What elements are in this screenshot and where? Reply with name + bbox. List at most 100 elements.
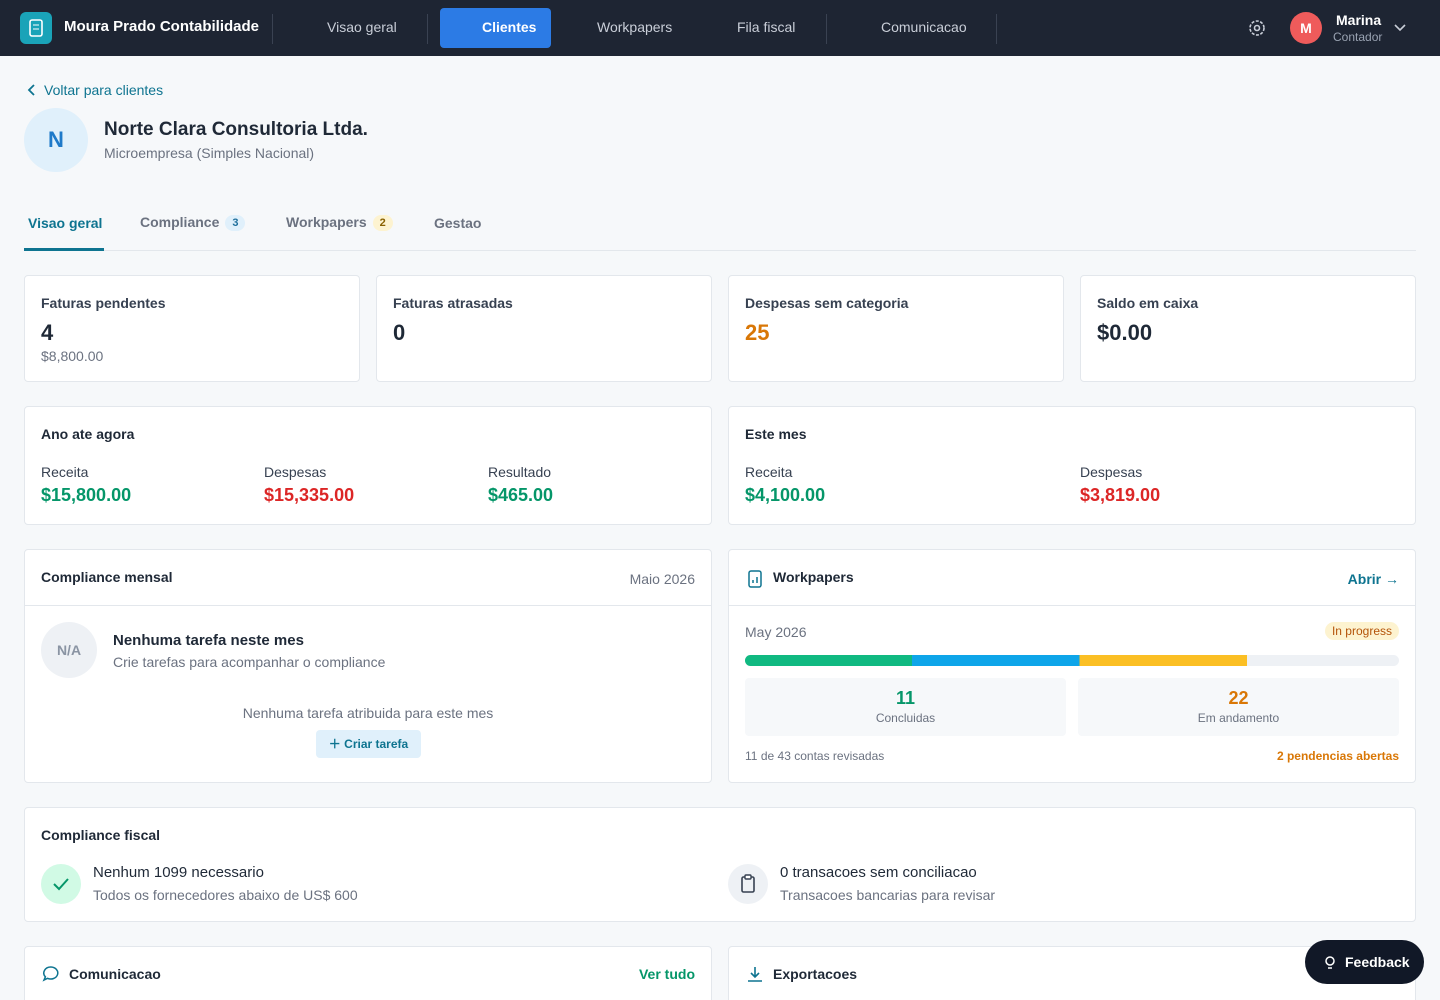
nav-item[interactable]: Clientes [482,19,537,35]
stat-label: Faturas atrasadas [393,295,513,311]
tab-label: Workpapers [286,214,367,230]
stat-value: 25 [745,320,770,345]
progress-in-progress [912,655,1247,666]
stat-card: Despesas sem categoria 25 [728,275,1064,382]
metric-label: Receita [41,464,89,480]
client-type: Microempresa (Simples Nacional) [104,145,315,161]
stat-value: 0 [393,320,406,345]
period: Maio 2026 [629,571,695,587]
item-subtitle: Todos os fornecedores abaixo de US$ 600 [93,887,358,903]
progress-track [745,655,1399,666]
stat-label: Despesas sem categoria [745,295,909,311]
feedback-button[interactable]: Feedback [1305,940,1424,984]
stat-card: Faturas pendentes 4 $8,800.00 [24,275,360,382]
check [53,878,69,891]
empty-heading: Nenhuma tarefa neste mes [113,632,304,649]
status-badge: In progress [1324,622,1399,640]
card-title: Comunicacao [69,966,161,982]
settings-icon[interactable] [1247,18,1267,38]
create-task-button[interactable]: ＋ Criar tarefa [316,730,421,758]
separator [272,14,273,44]
metric-label: Despesas [264,464,327,480]
month-card: Este mes Receita $4,100.00 Despesas $3,8… [728,406,1416,525]
empty-message: Nenhuma tarefa atribuida para este mes [242,705,494,721]
open-issues[interactable]: 2 pendencias abertas [1276,749,1399,763]
metric-value: $465.00 [488,485,554,505]
compliance-fiscal-card: Compliance fiscal Nenhum 1099 necessario… [24,807,1416,922]
review-summary: 11 de 43 contas revisadas [745,749,884,763]
tab-underline [24,248,104,251]
stat-label: Saldo em caixa [1097,295,1199,311]
tab[interactable]: Gestao [434,215,482,231]
in-progress-label: Em andamento [1197,711,1280,725]
see-all-link[interactable]: Ver tudo [638,966,695,982]
ytd-card: Ano ate agora Receita $15,800.00 Despesa… [24,406,712,525]
metric-value: $4,100.00 [745,485,826,505]
item-title: 0 transacoes sem conciliacao [780,864,977,881]
na-badge: N/A [41,622,97,678]
workpapers-card: Workpapers Abrir → May 2026 In progress … [728,549,1416,783]
tabs-border [24,250,1416,251]
brand[interactable]: Moura Prado Contabilidade [64,18,260,35]
tab-count: 3 [225,215,246,231]
separator [996,14,997,44]
item-title: Nenhum 1099 necessario [93,864,264,881]
top-nav: Moura Prado Contabilidade Visao geral Cl… [0,0,1440,56]
card-title: Exportacoes [773,966,858,982]
tab-label: Compliance [140,214,220,230]
user-avatar[interactable]: M [1290,12,1322,44]
card-title: Ano ate agora [41,426,135,442]
card-header [729,550,1415,606]
separator [427,14,428,44]
stat-label: Faturas pendentes [41,295,166,311]
period: May 2026 [745,624,807,640]
plus-icon: ＋ [328,737,341,751]
user-name[interactable]: Marina [1336,12,1382,28]
progress-done [745,655,913,666]
back-icon [27,84,35,96]
clipboard [741,874,755,893]
card-title: Compliance fiscal [41,827,161,843]
nav-item[interactable]: Workpapers [597,19,673,35]
client-avatar: N [24,108,88,172]
metric-label: Receita [745,464,793,480]
chevron-down[interactable] [1393,22,1407,34]
feedback-icon [1325,956,1335,969]
card-title: Compliance mensal [41,569,173,585]
workpapers-icon [748,570,762,588]
back-link[interactable]: Voltar para clientes [44,82,164,98]
metric-value: $15,335.00 [264,485,355,505]
open-link[interactable]: Abrir → [1347,571,1399,587]
tab-count: 2 [372,215,393,231]
client-name: Norte Clara Consultoria Ltda. [104,119,368,140]
nav-item[interactable]: Fila fiscal [737,19,796,35]
card-header [25,550,711,606]
reviewed-count: 11 [745,749,758,763]
in-progress-box: 22 Em andamento [1078,678,1399,736]
done-box: 11 Concluidas [745,678,1066,736]
metric-label: Despesas [1080,464,1143,480]
download-icon [748,967,762,982]
tab[interactable]: Workpapers 2 [286,214,393,231]
nav-active[interactable] [440,8,551,48]
logo-icon [29,19,43,37]
check-icon [41,864,81,904]
card-title: Este mes [745,426,807,442]
logo[interactable] [20,12,52,44]
stat-detail: $8,800.00 [41,348,104,364]
review-of: de [760,749,775,763]
nav-item[interactable]: Visao geral [327,19,397,35]
metric-value: $15,800.00 [41,485,132,505]
nav-item[interactable]: Comunicacao [881,19,967,35]
stat-value: $0.00 [1097,320,1153,345]
stat-card: Faturas atrasadas 0 [376,275,712,382]
done-label: Concluidas [875,711,936,725]
feedback-label: Feedback [1345,954,1410,970]
tab[interactable]: Visao geral [28,215,103,231]
clipboard-icon [728,864,768,904]
tab[interactable]: Compliance 3 [140,214,246,231]
done-count: 11 [895,688,916,708]
communication-card: Comunicacao Ver tudo [24,946,712,1000]
